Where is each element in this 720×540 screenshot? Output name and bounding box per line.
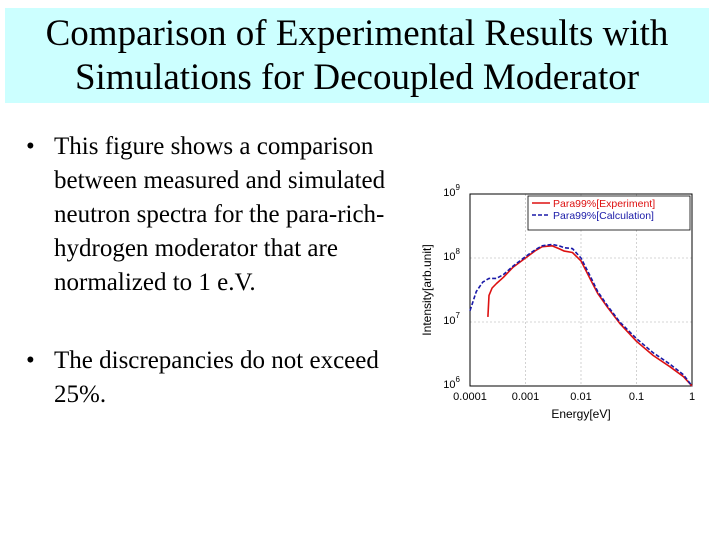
y-tick-label: 107 [443,311,460,327]
title-banner: Comparison of Experimental Results with … [5,8,709,103]
x-axis-label: Energy[eV] [551,407,610,421]
x-tick-label: 1 [689,391,695,403]
x-tick-label: 0.0001 [453,391,487,403]
y-tick-exponent: 7 [456,311,461,320]
y-tick-label: 108 [443,247,460,263]
y-tick-label: 106 [443,375,460,391]
plot-frame [469,193,693,387]
bullet-marker: • [26,347,35,374]
bullet-text: The discrepancies do not exceed 25%. [54,347,379,408]
bullet-item: • This figure shows a comparison between… [20,130,400,300]
neutron-spectrum-chart: 0.0001 0.001 0.01 0.1 1 106 107 108 109 Para99%[… [420,183,695,421]
bullet-list: • This figure shows a comparison between… [20,130,400,412]
y-axis-label: Intensity[arb.unit] [420,244,434,335]
legend-entry: Para99%[Calculation] [553,210,654,222]
legend-box [527,195,691,231]
y-tick-exponent: 8 [456,247,461,256]
x-tick-label: 0.001 [512,391,540,403]
x-tick-label: 0.1 [629,391,644,403]
chart-legend: Para99%[Experiment]Para99%[Calculation] [527,195,691,231]
legend-entry: Para99%[Experiment] [553,198,655,210]
title-line-2: Simulations for Decoupled Moderator [74,56,640,98]
x-tick-label: 0.01 [570,391,591,403]
series-line [487,245,693,387]
series-line [469,243,693,387]
bullet-marker: • [26,133,35,160]
bullet-item: • The discrepancies do not exceed 25%. [20,344,400,412]
title-line-1: Comparison of Experimental Results with [45,12,669,54]
y-tick-exponent: 6 [456,375,461,384]
chart-series [469,243,693,387]
y-tick-label: 109 [443,183,460,199]
bullet-text: This figure shows a comparison between m… [54,133,386,296]
y-tick-exponent: 9 [456,183,461,192]
